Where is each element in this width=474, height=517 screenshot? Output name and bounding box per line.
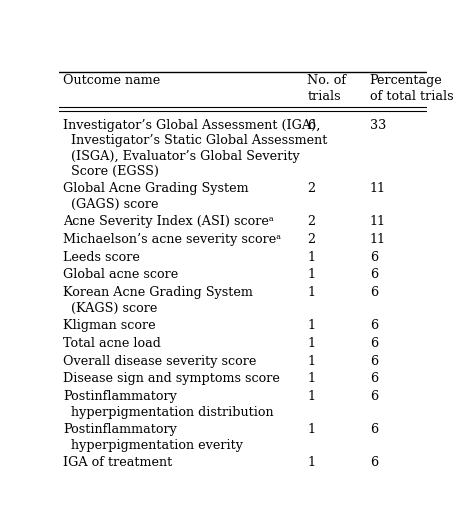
Text: 33: 33 bbox=[370, 118, 386, 131]
Text: 1: 1 bbox=[307, 337, 315, 350]
Text: Investigator’s Global Assessment (IGA),
  Investigator’s Static Global Assessmen: Investigator’s Global Assessment (IGA), … bbox=[63, 118, 328, 178]
Text: 11: 11 bbox=[370, 233, 386, 246]
Text: 1: 1 bbox=[307, 286, 315, 299]
Text: 6: 6 bbox=[370, 319, 378, 332]
Text: 11: 11 bbox=[370, 215, 386, 229]
Text: 1: 1 bbox=[307, 268, 315, 281]
Text: Postinflammatory
  hyperpigmentation everity: Postinflammatory hyperpigmentation everi… bbox=[63, 423, 243, 452]
Text: Leeds score: Leeds score bbox=[63, 251, 140, 264]
Text: 1: 1 bbox=[307, 319, 315, 332]
Text: Michaelson’s acne severity scoreᵃ: Michaelson’s acne severity scoreᵃ bbox=[63, 233, 281, 246]
Text: Disease sign and symptoms score: Disease sign and symptoms score bbox=[63, 372, 280, 385]
Text: IGA of treatment: IGA of treatment bbox=[63, 456, 172, 469]
Text: 1: 1 bbox=[307, 355, 315, 368]
Text: Global Acne Grading System
  (GAGS) score: Global Acne Grading System (GAGS) score bbox=[63, 183, 248, 211]
Text: Korean Acne Grading System
  (KAGS) score: Korean Acne Grading System (KAGS) score bbox=[63, 286, 253, 315]
Text: 6: 6 bbox=[370, 372, 378, 385]
Text: 6: 6 bbox=[370, 286, 378, 299]
Text: Global acne score: Global acne score bbox=[63, 268, 178, 281]
Text: 1: 1 bbox=[307, 372, 315, 385]
Text: Outcome name: Outcome name bbox=[63, 74, 160, 87]
Text: 6: 6 bbox=[370, 456, 378, 469]
Text: 6: 6 bbox=[370, 337, 378, 350]
Text: 1: 1 bbox=[307, 456, 315, 469]
Text: 6: 6 bbox=[370, 268, 378, 281]
Text: 1: 1 bbox=[307, 251, 315, 264]
Text: 6: 6 bbox=[370, 251, 378, 264]
Text: Kligman score: Kligman score bbox=[63, 319, 155, 332]
Text: Postinflammatory
  hyperpigmentation distribution: Postinflammatory hyperpigmentation distr… bbox=[63, 390, 273, 419]
Text: 2: 2 bbox=[307, 233, 315, 246]
Text: Overall disease severity score: Overall disease severity score bbox=[63, 355, 256, 368]
Text: 6: 6 bbox=[370, 355, 378, 368]
Text: 2: 2 bbox=[307, 215, 315, 229]
Text: 1: 1 bbox=[307, 390, 315, 403]
Text: 6: 6 bbox=[370, 390, 378, 403]
Text: Acne Severity Index (ASI) scoreᵃ: Acne Severity Index (ASI) scoreᵃ bbox=[63, 215, 273, 229]
Text: 6: 6 bbox=[370, 423, 378, 436]
Text: 1: 1 bbox=[307, 423, 315, 436]
Text: 6: 6 bbox=[307, 118, 315, 131]
Text: No. of
trials: No. of trials bbox=[307, 74, 346, 103]
Text: Percentage
of total trials: Percentage of total trials bbox=[370, 74, 453, 103]
Text: Total acne load: Total acne load bbox=[63, 337, 161, 350]
Text: 2: 2 bbox=[307, 183, 315, 195]
Text: 11: 11 bbox=[370, 183, 386, 195]
